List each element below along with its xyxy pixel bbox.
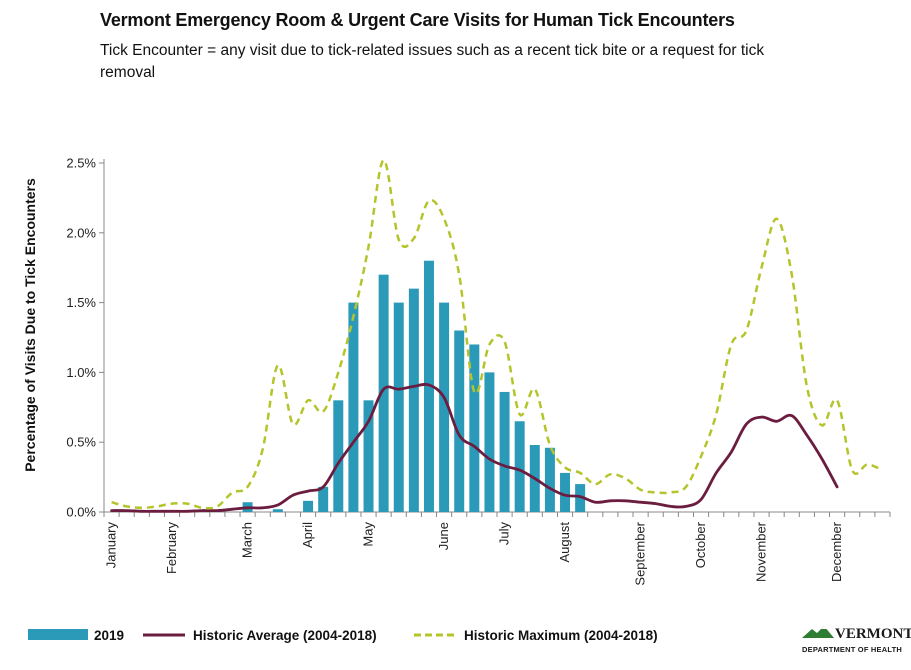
x-tick-label-month: February (164, 522, 179, 575)
x-tick-label-month: October (693, 521, 708, 568)
legend: 2019 Historic Average (2004-2018) Historic… (28, 628, 658, 643)
bar-2019 (484, 372, 495, 512)
bar-2019 (333, 400, 344, 512)
bar-2019 (408, 288, 419, 512)
bar-2019 (348, 302, 359, 512)
x-tick-label-month: May (361, 522, 376, 547)
legend-swatch-2019 (28, 629, 88, 640)
x-tick-label-month: April (300, 522, 315, 548)
y-tick-label: 0.0% (66, 505, 96, 520)
y-axis-label: Percentage of Visits Due to Tick Encount… (22, 178, 38, 472)
series-line-historic-maximum (111, 158, 883, 510)
bar-2019 (560, 472, 571, 512)
bar-2019 (318, 486, 329, 512)
bar-2019 (439, 302, 450, 512)
bar-2019 (544, 447, 555, 512)
y-tick-label: 2.5% (66, 156, 96, 171)
bar-2019 (272, 509, 283, 512)
legend-label: Historic Maximum (2004-2018) (464, 628, 658, 643)
logo-department-text: DEPARTMENT OF HEALTH (802, 645, 902, 654)
bar-2019 (363, 400, 374, 512)
y-tick-label: 1.0% (66, 365, 96, 380)
legend-label: Historic Average (2004-2018) (193, 628, 377, 643)
y-tick-label: 2.0% (66, 225, 96, 240)
bar-2019 (499, 391, 510, 512)
y-tick-label: 1.5% (66, 295, 96, 310)
series-line-historic-average (110, 382, 839, 513)
bar-2019 (469, 344, 480, 512)
logo-vermont-text: VERMONT (835, 626, 911, 642)
y-tick-label: 0.5% (66, 435, 96, 450)
bar-2019 (393, 302, 404, 512)
x-tick-label-month: November (754, 521, 769, 582)
x-tick-label-month: January (104, 522, 119, 569)
x-tick-label-month: December (829, 521, 844, 582)
mountain-snow-icon (821, 626, 827, 629)
chart-subtitle: Tick Encounter = any visit due to tick-r… (100, 42, 765, 81)
vermont-health-logo: VERMONT DEPARTMENT OF HEALTH (802, 626, 911, 654)
bar-2019 (378, 274, 389, 512)
x-tick-label-month: September (633, 521, 648, 585)
chart-title: Vermont Emergency Room & Urgent Care Vis… (100, 10, 735, 30)
x-tick-label-month: August (557, 522, 572, 563)
bar-2019 (454, 330, 465, 512)
mountain-logo-icon (802, 626, 834, 638)
x-tick-label-month: July (497, 522, 512, 546)
x-tick-label-month: March (240, 522, 255, 558)
plot-area: 0.0% 0.5% 1.0% 1.5% 2.0% 2.5% January February M… (66, 156, 891, 586)
bar-2019 (514, 421, 525, 512)
x-tick-label-month: June (436, 522, 451, 550)
bar-2019 (303, 500, 314, 512)
legend-label: 2019 (94, 628, 124, 643)
